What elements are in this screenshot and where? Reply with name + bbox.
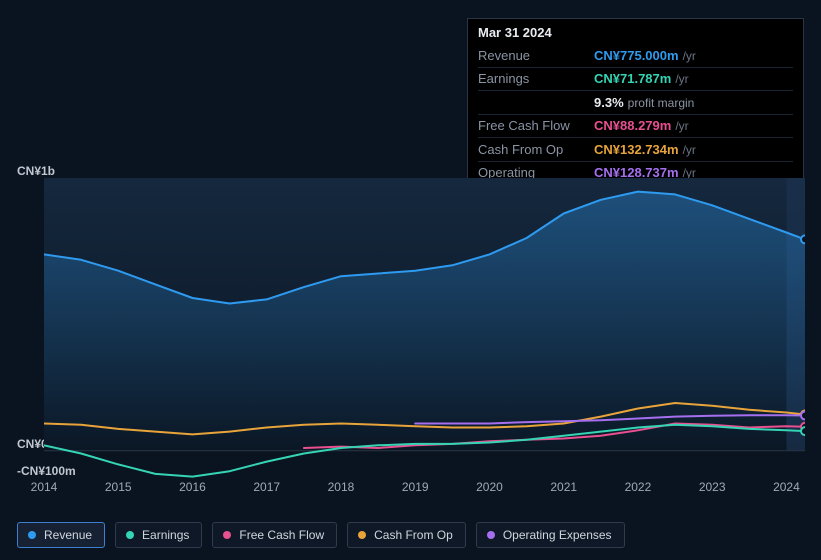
legend-label: Free Cash Flow — [239, 528, 324, 542]
legend: Revenue Earnings Free Cash Flow Cash From O… — [17, 522, 625, 548]
x-tick-label: 2018 — [328, 480, 355, 494]
tooltip-row: EarningsCN¥71.787m/yr — [478, 67, 793, 91]
y-tick-label: CN¥1b — [17, 164, 55, 178]
chart-plot — [44, 178, 805, 478]
legend-item[interactable]: Cash From Op — [347, 522, 466, 548]
legend-item[interactable]: Free Cash Flow — [212, 522, 337, 548]
x-tick-label: 2020 — [476, 480, 503, 494]
tooltip-profit-margin-label: profit margin — [628, 96, 695, 110]
series-endpoint-marker — [801, 412, 805, 420]
tooltip-row-value: CN¥775.000m — [594, 48, 679, 63]
legend-item[interactable]: Operating Expenses — [476, 522, 625, 548]
x-tick-label: 2021 — [550, 480, 577, 494]
x-tick-label: 2015 — [105, 480, 132, 494]
tooltip-row: RevenueCN¥775.000m/yr — [478, 44, 793, 67]
legend-label: Revenue — [44, 528, 92, 542]
x-tick-label: 2014 — [31, 480, 58, 494]
tooltip-row-unit: /yr — [675, 72, 688, 86]
x-tick-label: 2024 — [773, 480, 800, 494]
tooltip-row: Cash From OpCN¥132.734m/yr — [478, 137, 793, 161]
legend-label: Cash From Op — [374, 528, 453, 542]
tooltip-subrow: 9.3% profit margin — [478, 90, 793, 114]
x-tick-label: 2019 — [402, 480, 429, 494]
tooltip-row-label: Free Cash Flow — [478, 117, 594, 135]
legend-label: Operating Expenses — [503, 528, 612, 542]
tooltip-row-label: Cash From Op — [478, 141, 594, 159]
legend-item[interactable]: Revenue — [17, 522, 105, 548]
legend-swatch — [28, 531, 36, 539]
legend-label: Earnings — [142, 528, 189, 542]
x-tick-label: 2022 — [625, 480, 652, 494]
tooltip-row-value: CN¥88.279m — [594, 118, 671, 133]
tooltip-row-value: CN¥132.734m — [594, 142, 679, 157]
series-endpoint-marker — [801, 235, 805, 243]
legend-swatch — [487, 531, 495, 539]
tooltip-profit-margin-pct: 9.3% — [594, 95, 624, 110]
x-tick-label: 2023 — [699, 480, 726, 494]
x-axis: 2014 2015 2016 2017 2018 2019 2020 2021 2022 2023… — [17, 480, 805, 498]
tooltip-row-unit: /yr — [683, 49, 696, 63]
x-tick-label: 2016 — [179, 480, 206, 494]
series-endpoint-marker — [801, 427, 805, 435]
tooltip-row-label: Revenue — [478, 47, 594, 65]
tooltip-row-label: Earnings — [478, 70, 594, 88]
tooltip-row-unit: /yr — [675, 119, 688, 133]
x-tick-label: 2017 — [253, 480, 280, 494]
tooltip-row: Free Cash FlowCN¥88.279m/yr — [478, 114, 793, 138]
legend-item[interactable]: Earnings — [115, 522, 202, 548]
legend-swatch — [223, 531, 231, 539]
tooltip-row-unit: /yr — [683, 143, 696, 157]
tooltip-date: Mar 31 2024 — [478, 25, 793, 40]
tooltip-row-value: CN¥71.787m — [594, 71, 671, 86]
legend-swatch — [358, 531, 366, 539]
legend-swatch — [126, 531, 134, 539]
